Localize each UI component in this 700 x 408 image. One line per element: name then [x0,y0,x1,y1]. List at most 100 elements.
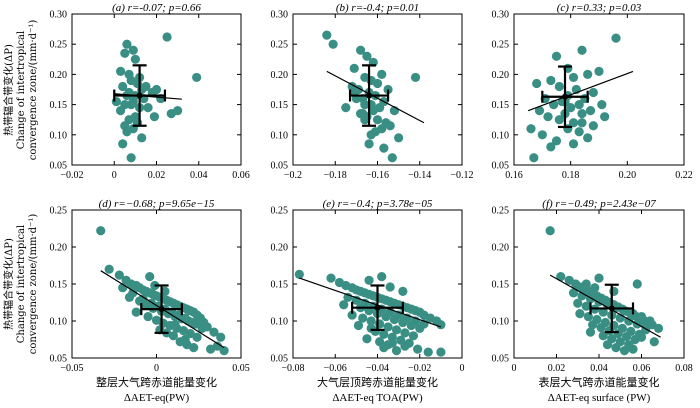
panel-b: (b) r=-0.4; p=0.01 −0.2 −0.18 −0.16 −0.14 −0.… [271,2,474,181]
panel-a: (a) r=-0.07; p=0.66 −0.02 0 0.02 0.04 0.06 0.0… [50,2,250,181]
x-tick-label: −0.18 [324,170,347,181]
data-point [322,30,332,40]
y-tick-label: 0.10 [271,130,289,141]
y-tick-label: 0.10 [492,130,510,141]
y-tick-label: 0.20 [492,243,510,254]
y-tick-label: 0.10 [492,317,510,328]
data-point [554,81,564,92]
x-tick-label: 0.04 [190,170,208,181]
data-point [356,45,366,55]
data-point [556,272,566,282]
data-point [577,118,587,128]
data-point [143,311,153,322]
panel-f: (f) r=−0.49; p=2.43e−07 0 0.02 0.04 0.06 0.08… [492,198,693,404]
data-point [611,33,621,43]
data-point [120,48,130,58]
data-point [118,139,128,149]
x-tick-label: −0.08 [281,363,304,374]
data-point [219,346,229,356]
data-point [566,103,576,113]
points-group [545,226,664,356]
data-point [383,322,393,332]
data-point [111,96,121,107]
data-point [192,72,202,83]
data-point [649,337,659,347]
panel-title: (e) r=−0.4; p=3.78e−05 [323,198,433,210]
data-point [628,344,638,354]
x-tick-label: −0.06 [324,363,347,374]
x-tick-label: 0 [154,363,159,374]
data-point [577,291,587,301]
x-tick-label: 0 [512,363,517,374]
x-axis-label: ΔAET-eq surface (PW) [548,392,651,404]
data-point [115,106,126,116]
data-point [636,332,647,342]
x-tick-label: 0.08 [675,363,693,374]
y-tick-label: 0.15 [271,100,289,111]
data-point [180,313,190,323]
data-point [353,320,364,331]
y-tick-label: 0.30 [271,10,289,21]
data-point [341,103,351,113]
y-tick-label: 0.25 [271,40,289,51]
x-tick-label: 0.18 [562,170,580,181]
data-point [387,338,397,348]
data-point [400,341,410,351]
data-point [130,54,140,64]
data-point [104,264,114,274]
data-point [349,63,359,73]
y-tick-label: 0.20 [271,70,289,81]
data-point [143,103,153,113]
data-point [436,320,446,330]
data-point [400,328,410,338]
data-point [529,153,539,163]
data-point [189,343,199,353]
x-tick-label: 0 [460,363,465,374]
data-point [410,72,421,83]
data-point [537,130,547,140]
data-point [385,282,395,292]
data-point [398,286,408,296]
panel-c: (c) r=0.33; p=0.03 0.16 0.18 0.20 0.22 0.05 0.… [492,2,693,181]
data-point [180,334,190,345]
data-point [554,115,564,125]
data-point [611,343,621,353]
x-axis-label: ΔAET-eq(PW) [124,392,190,404]
y-tick-label: 0.25 [50,40,68,51]
data-point [126,153,136,163]
data-point [574,100,584,110]
mean-marker [374,304,381,311]
data-point [145,272,155,282]
y-axis-label-line: 热带辐合带变化(ΔP) [2,44,15,136]
panel-title: (b) r=-0.4; p=0.01 [336,2,419,14]
data-point [394,133,404,143]
data-point [551,136,562,146]
x-axis-label-cn: 大气层顶跨赤道能量变化 [317,375,438,389]
data-point [366,323,376,333]
points-group [526,33,634,163]
x-tick-label: −0.12 [450,170,473,181]
data-point [122,39,132,49]
y-tick-label: 0.25 [492,206,510,217]
mean-marker [136,92,143,99]
y-tick-label: 0.30 [492,10,510,21]
data-point [436,347,446,357]
data-point [573,298,583,308]
mean-marker [366,92,373,99]
data-point [389,314,399,325]
y-tick-label: 0.15 [50,280,68,291]
data-point [596,323,606,333]
data-point [653,323,664,333]
data-point [415,323,425,333]
data-point [209,327,219,337]
y-axis-label-line: Change of intertropical [16,225,27,343]
data-point [187,317,197,328]
y-axis-label-line: convergence zone/(mm·d⁻¹) [28,214,39,355]
data-point [583,69,593,79]
panel-title: (f) r=−0.49; p=2.43e−07 [542,198,656,210]
data-point [128,45,138,55]
data-point [360,100,370,110]
x-axis-label-cn: 整层大气跨赤道能量变化 [96,375,217,389]
data-point [423,347,433,357]
